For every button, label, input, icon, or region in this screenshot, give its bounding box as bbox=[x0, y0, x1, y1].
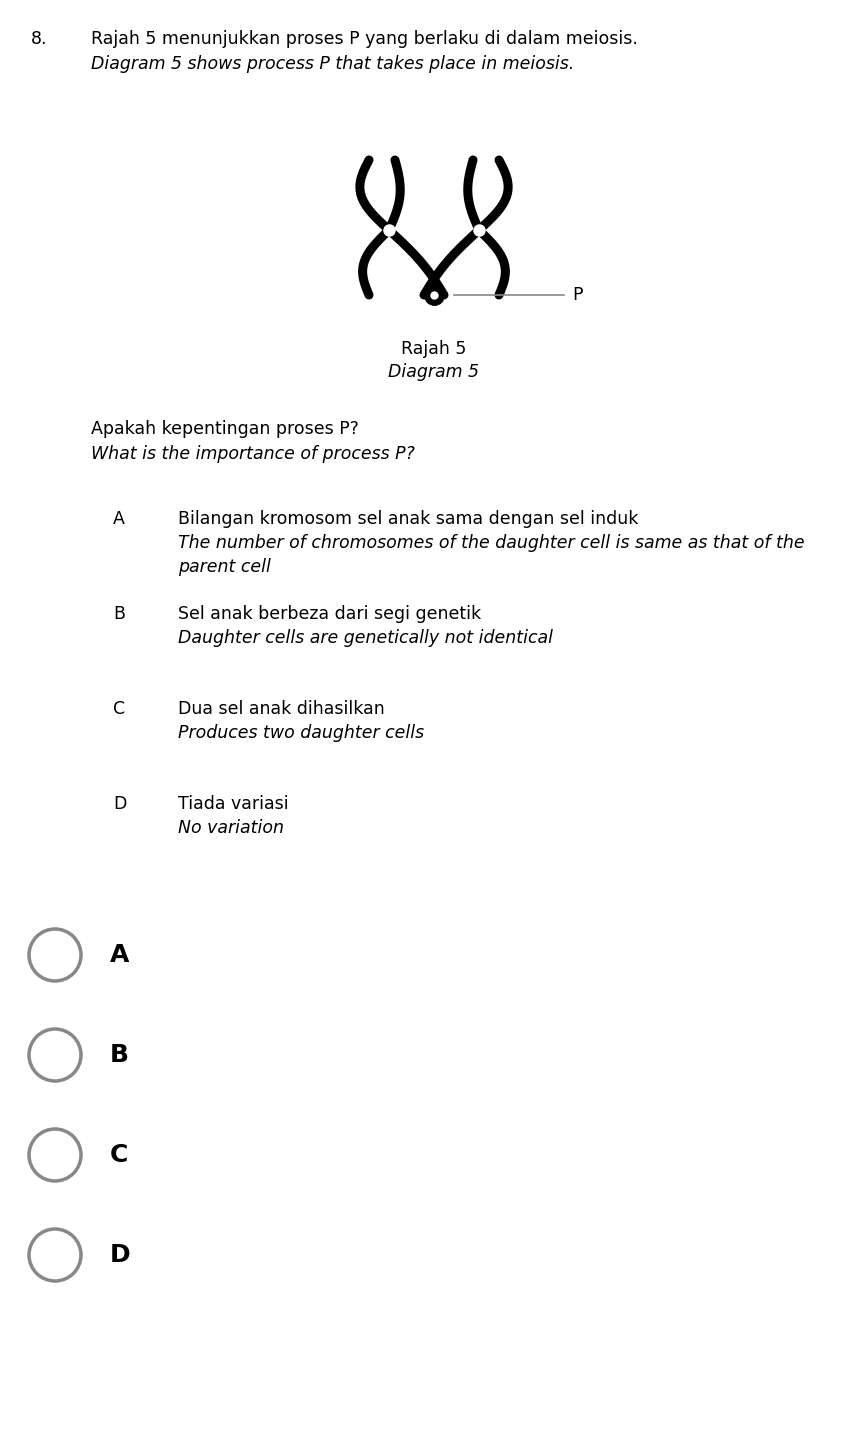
Text: A: A bbox=[113, 510, 125, 528]
Text: No variation: No variation bbox=[178, 819, 284, 836]
Text: The number of chromosomes of the daughter cell is same as that of the: The number of chromosomes of the daughte… bbox=[178, 534, 805, 551]
Text: Tiada variasi: Tiada variasi bbox=[178, 795, 288, 813]
Text: What is the importance of process P?: What is the importance of process P? bbox=[91, 445, 415, 463]
Text: C: C bbox=[113, 700, 125, 717]
Text: Apakah kepentingan proses P?: Apakah kepentingan proses P? bbox=[91, 420, 359, 438]
Text: Daughter cells are genetically not identical: Daughter cells are genetically not ident… bbox=[178, 629, 553, 647]
Text: B: B bbox=[113, 604, 125, 623]
Text: C: C bbox=[110, 1143, 128, 1167]
Text: Bilangan kromosom sel anak sama dengan sel induk: Bilangan kromosom sel anak sama dengan s… bbox=[178, 510, 638, 528]
Text: Sel anak berbeza dari segi genetik: Sel anak berbeza dari segi genetik bbox=[178, 604, 481, 623]
Text: Rajah 5 menunjukkan proses P yang berlaku di dalam meiosis.: Rajah 5 menunjukkan proses P yang berlak… bbox=[91, 30, 638, 49]
Text: 8.: 8. bbox=[30, 30, 47, 49]
Text: Dua sel anak dihasilkan: Dua sel anak dihasilkan bbox=[178, 700, 385, 717]
Text: B: B bbox=[110, 1042, 129, 1067]
Text: A: A bbox=[110, 944, 129, 967]
Text: D: D bbox=[113, 795, 126, 813]
Text: Produces two daughter cells: Produces two daughter cells bbox=[178, 725, 424, 742]
Text: P: P bbox=[572, 286, 582, 304]
Text: Rajah 5: Rajah 5 bbox=[401, 339, 467, 358]
Text: D: D bbox=[110, 1243, 130, 1267]
Text: Diagram 5: Diagram 5 bbox=[389, 362, 479, 381]
Text: Diagram 5 shows process P that takes place in meiosis.: Diagram 5 shows process P that takes pla… bbox=[91, 54, 575, 73]
Text: parent cell: parent cell bbox=[178, 558, 271, 576]
